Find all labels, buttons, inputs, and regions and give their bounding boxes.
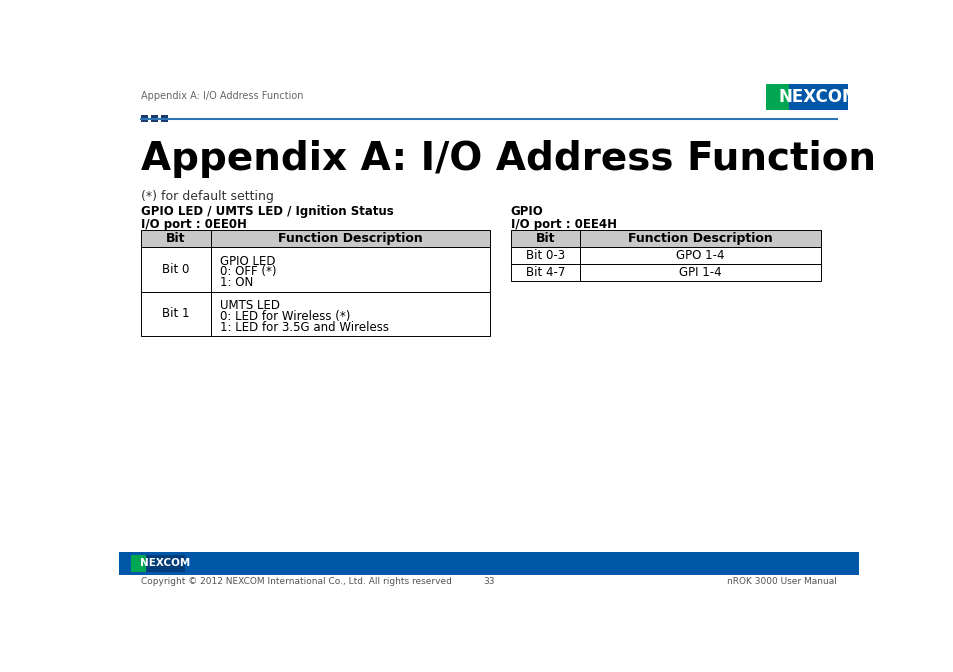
Text: GPI 1-4: GPI 1-4 [679, 266, 721, 279]
Text: Bit 0-3: Bit 0-3 [525, 249, 564, 262]
Bar [579, 264, 820, 281]
Text: Bit 0: Bit 0 [162, 263, 190, 276]
Text: Bit 1: Bit 1 [162, 308, 190, 321]
Text: Bit: Bit [166, 232, 186, 245]
Text: Copyright © 2012 NEXCOM International Co., Ltd. All rights reserved: Copyright © 2012 NEXCOM International Co… [141, 577, 452, 586]
Bar [151, 116, 158, 122]
Text: 1: LED for 3.5G and Wireless: 1: LED for 3.5G and Wireless [220, 321, 389, 334]
Text: Function Description: Function Description [277, 232, 422, 245]
Text: GPIO: GPIO [510, 206, 543, 218]
Text: Function Description: Function Description [627, 232, 772, 245]
Text: GPO 1-4: GPO 1-4 [676, 249, 724, 262]
Bar [579, 230, 820, 247]
Bar [161, 116, 168, 122]
Bar [765, 84, 788, 110]
Text: Appendix A: I/O Address Function: Appendix A: I/O Address Function [141, 140, 875, 178]
Text: NEXCOM: NEXCOM [778, 88, 858, 106]
Bar [211, 247, 489, 292]
Bar [510, 264, 579, 281]
Bar [141, 230, 211, 247]
Bar [119, 552, 858, 575]
Bar [131, 555, 146, 572]
Bar [510, 230, 579, 247]
Bar [141, 247, 211, 292]
Text: I/O port : 0EE4H: I/O port : 0EE4H [510, 218, 616, 230]
Text: Bit: Bit [536, 232, 555, 245]
Bar [211, 292, 489, 336]
Bar [211, 230, 489, 247]
Text: Bit 4-7: Bit 4-7 [525, 266, 564, 279]
Text: GPIO LED / UMTS LED / Ignition Status: GPIO LED / UMTS LED / Ignition Status [141, 206, 394, 218]
Text: nROK 3000 User Manual: nROK 3000 User Manual [726, 577, 836, 586]
Text: NEXCOM: NEXCOM [140, 558, 191, 569]
Text: 33: 33 [482, 577, 495, 586]
Bar [141, 116, 148, 122]
Text: UMTS LED: UMTS LED [220, 299, 280, 312]
Text: 0: LED for Wireless (*): 0: LED for Wireless (*) [220, 310, 350, 323]
Text: 0: OFF (*): 0: OFF (*) [220, 265, 276, 278]
Bar [579, 247, 820, 264]
Text: 1: ON: 1: ON [220, 276, 253, 289]
Bar [141, 292, 211, 336]
Text: (*) for default setting: (*) for default setting [141, 190, 274, 203]
Bar [146, 555, 185, 572]
Text: I/O port : 0EE0H: I/O port : 0EE0H [141, 218, 247, 230]
Bar [788, 84, 847, 110]
Text: Appendix A: I/O Address Function: Appendix A: I/O Address Function [141, 91, 303, 101]
Text: GPIO LED: GPIO LED [220, 255, 275, 267]
Bar [510, 247, 579, 264]
